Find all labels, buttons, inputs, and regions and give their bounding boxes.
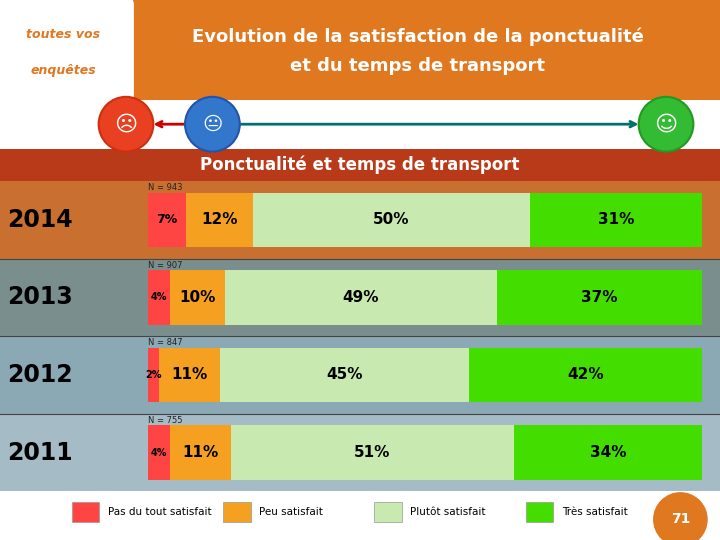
Text: 31%: 31% xyxy=(598,212,634,227)
Text: 2011: 2011 xyxy=(7,441,73,464)
Ellipse shape xyxy=(99,97,153,152)
Text: et du temps de transport: et du temps de transport xyxy=(290,57,545,75)
Bar xyxy=(469,348,702,402)
Text: 4%: 4% xyxy=(150,292,167,302)
Text: 37%: 37% xyxy=(581,290,618,305)
Ellipse shape xyxy=(185,97,240,152)
Text: 7%: 7% xyxy=(156,213,178,226)
Bar xyxy=(170,270,225,325)
Text: 71: 71 xyxy=(671,512,690,526)
Bar xyxy=(526,502,553,522)
Bar xyxy=(513,426,702,480)
Bar xyxy=(0,414,720,491)
Bar xyxy=(148,270,170,325)
Bar xyxy=(148,426,170,480)
Text: ☺: ☺ xyxy=(654,114,678,134)
Text: Peu satisfait: Peu satisfait xyxy=(259,507,323,517)
Text: 49%: 49% xyxy=(343,290,379,305)
Text: 2012: 2012 xyxy=(7,363,73,387)
Text: 34%: 34% xyxy=(590,445,626,460)
Bar xyxy=(530,193,702,247)
Text: N = 755: N = 755 xyxy=(148,416,182,425)
Text: 2014: 2014 xyxy=(7,208,73,232)
Text: N = 847: N = 847 xyxy=(148,338,182,347)
Text: Très satisfait: Très satisfait xyxy=(562,507,627,517)
Text: Plutôt satisfait: Plutôt satisfait xyxy=(410,507,486,517)
Bar xyxy=(497,270,702,325)
Text: 😐: 😐 xyxy=(202,114,222,134)
Bar xyxy=(0,336,720,414)
Bar xyxy=(225,270,497,325)
Bar xyxy=(0,181,720,259)
Text: 45%: 45% xyxy=(326,367,363,382)
Bar xyxy=(223,502,251,522)
Bar xyxy=(230,426,513,480)
Text: toutes vos: toutes vos xyxy=(26,28,100,41)
Text: Pas du tout satisfait: Pas du tout satisfait xyxy=(108,507,212,517)
Text: 11%: 11% xyxy=(171,367,207,382)
Text: 2013: 2013 xyxy=(7,285,73,309)
Text: N = 907: N = 907 xyxy=(148,261,182,269)
Text: enquêtes: enquêtes xyxy=(30,64,96,77)
Text: 2%: 2% xyxy=(145,370,161,380)
Text: Ponctualité et temps de transport: Ponctualité et temps de transport xyxy=(200,156,520,174)
Bar xyxy=(148,193,186,247)
Bar xyxy=(148,348,158,402)
Text: 42%: 42% xyxy=(567,367,604,382)
Bar xyxy=(0,259,720,336)
Text: 12%: 12% xyxy=(202,212,238,227)
Bar xyxy=(186,193,253,247)
Text: 51%: 51% xyxy=(354,445,390,460)
Bar xyxy=(0,0,720,100)
Text: 10%: 10% xyxy=(179,290,216,305)
Bar xyxy=(72,502,99,522)
Text: ☹: ☹ xyxy=(114,114,138,134)
Text: 4%: 4% xyxy=(150,448,167,457)
Text: N = 943: N = 943 xyxy=(148,183,182,192)
Bar xyxy=(170,426,230,480)
Bar xyxy=(374,502,402,522)
Text: 50%: 50% xyxy=(373,212,410,227)
Bar xyxy=(220,348,469,402)
FancyBboxPatch shape xyxy=(0,0,133,104)
Ellipse shape xyxy=(639,97,693,152)
Bar xyxy=(158,348,220,402)
Text: Evolution de la satisfaction de la ponctualité: Evolution de la satisfaction de la ponct… xyxy=(192,27,644,46)
Bar xyxy=(0,148,720,181)
Bar xyxy=(0,100,720,149)
Bar xyxy=(253,193,530,247)
Ellipse shape xyxy=(653,492,708,540)
Text: 11%: 11% xyxy=(182,445,218,460)
